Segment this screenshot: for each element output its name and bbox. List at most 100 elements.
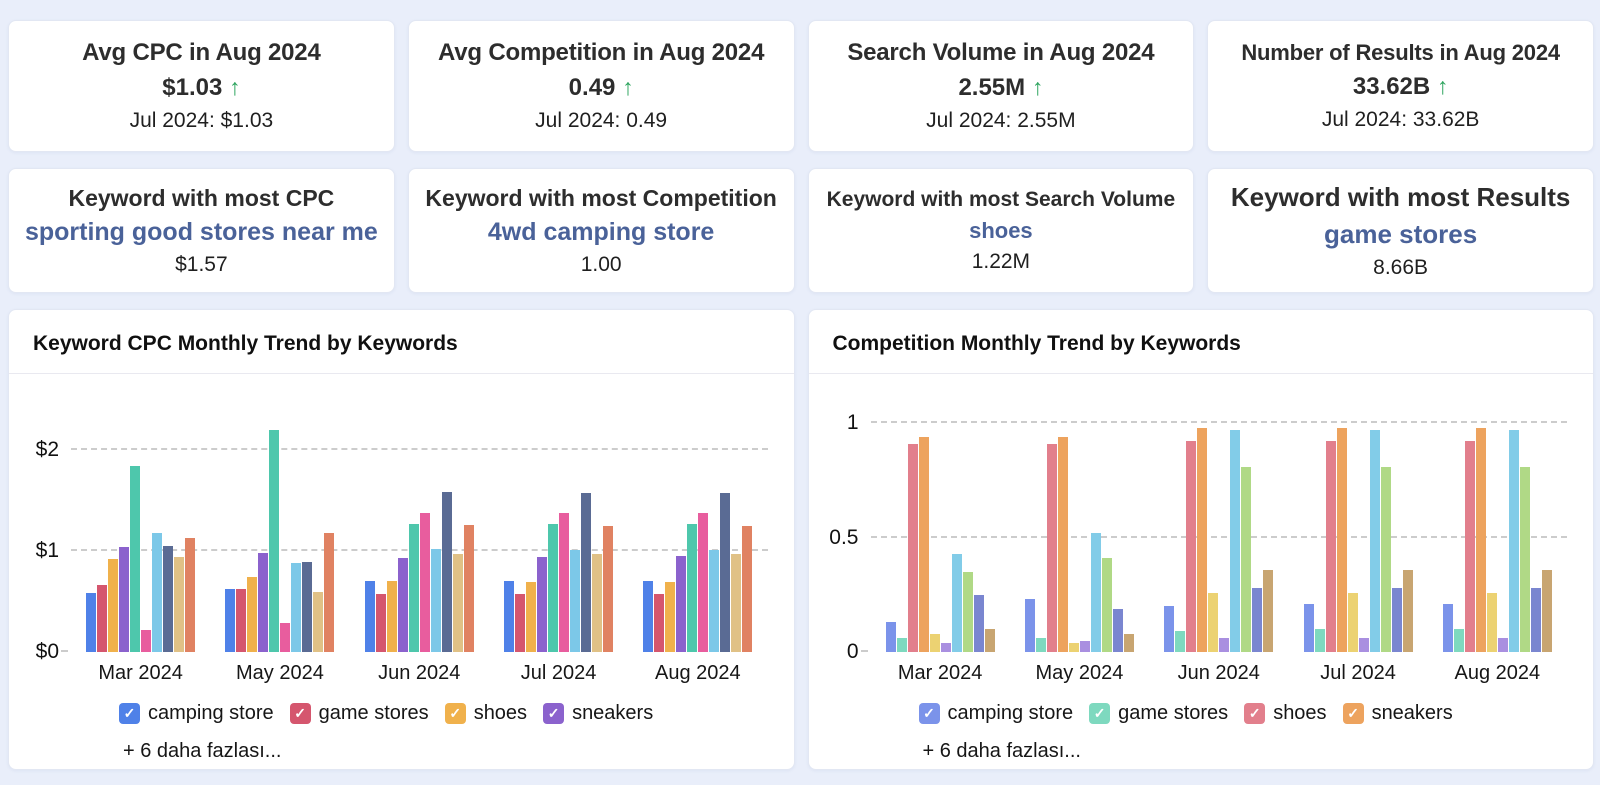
bar-game-stores[interactable] bbox=[1035, 638, 1046, 652]
bar-game-stores[interactable] bbox=[375, 593, 386, 652]
bar-sneakers[interactable] bbox=[1336, 427, 1347, 652]
bar-series-5[interactable] bbox=[408, 523, 419, 652]
bar-shoes[interactable] bbox=[1325, 441, 1336, 652]
bar-sneakers[interactable] bbox=[397, 558, 408, 652]
bar-shoes[interactable] bbox=[247, 577, 258, 652]
bar-series-9[interactable] bbox=[731, 554, 742, 652]
bar-series-6[interactable] bbox=[1358, 638, 1369, 652]
bar-shoes[interactable] bbox=[386, 581, 397, 652]
bar-series-6[interactable] bbox=[141, 629, 152, 652]
bar-camping-store[interactable] bbox=[86, 592, 97, 652]
bar-sneakers[interactable] bbox=[676, 556, 687, 652]
bar-series-9[interactable] bbox=[1252, 587, 1263, 652]
bar-sneakers[interactable] bbox=[918, 436, 929, 652]
bar-series-5[interactable] bbox=[929, 633, 940, 652]
bar-game-stores[interactable] bbox=[236, 589, 247, 652]
bar-series-7[interactable] bbox=[1090, 533, 1101, 652]
bar-series-9[interactable] bbox=[973, 594, 984, 652]
bar-series-7[interactable] bbox=[291, 563, 302, 652]
bar-series-8[interactable] bbox=[1241, 466, 1252, 652]
legend-item-camping-store[interactable]: ✓ camping store bbox=[119, 702, 274, 725]
bar-series-5[interactable] bbox=[687, 523, 698, 652]
bar-series-7[interactable] bbox=[1369, 430, 1380, 652]
bar-series-7[interactable] bbox=[570, 550, 581, 652]
bar-series-5[interactable] bbox=[130, 466, 141, 652]
bar-series-10[interactable] bbox=[324, 533, 335, 652]
bar-series-7[interactable] bbox=[709, 550, 720, 652]
bar-camping-store[interactable] bbox=[364, 581, 375, 652]
bar-series-6[interactable] bbox=[280, 622, 291, 652]
bar-series-9[interactable] bbox=[174, 557, 185, 652]
bar-series-8[interactable] bbox=[1519, 466, 1530, 652]
bar-series-5[interactable] bbox=[1208, 592, 1219, 652]
legend-item-shoes[interactable]: ✓ shoes bbox=[444, 702, 527, 725]
bar-shoes[interactable] bbox=[1464, 441, 1475, 652]
show-more-series-link[interactable]: + 6 daha fazlası... bbox=[123, 740, 282, 762]
legend-item-sneakers[interactable]: ✓ sneakers bbox=[543, 702, 653, 725]
bar-series-5[interactable] bbox=[548, 523, 559, 652]
bar-game-stores[interactable] bbox=[1453, 629, 1464, 652]
show-more-series-link[interactable]: + 6 daha fazlası... bbox=[922, 740, 1081, 762]
bar-series-5[interactable] bbox=[1068, 642, 1079, 652]
bar-series-10[interactable] bbox=[185, 538, 196, 652]
bar-camping-store[interactable] bbox=[1303, 603, 1314, 652]
bar-game-stores[interactable] bbox=[97, 585, 108, 652]
bar-sneakers[interactable] bbox=[1197, 427, 1208, 652]
legend-item-camping-store[interactable]: ✓ camping store bbox=[918, 702, 1073, 725]
bar-shoes[interactable] bbox=[665, 582, 676, 652]
bar-game-stores[interactable] bbox=[1175, 631, 1186, 652]
bar-series-7[interactable] bbox=[430, 549, 441, 652]
bar-camping-store[interactable] bbox=[504, 581, 515, 652]
bar-game-stores[interactable] bbox=[654, 593, 665, 652]
bar-series-6[interactable] bbox=[1079, 640, 1090, 652]
bar-series-9[interactable] bbox=[1530, 587, 1541, 652]
bar-series-8[interactable] bbox=[302, 562, 313, 652]
bar-sneakers[interactable] bbox=[258, 553, 269, 652]
bar-camping-store[interactable] bbox=[1024, 599, 1035, 652]
bar-series-6[interactable] bbox=[940, 642, 951, 652]
bar-shoes[interactable] bbox=[1186, 441, 1197, 652]
keyword-link[interactable]: 4wd camping store bbox=[487, 217, 715, 246]
bar-series-8[interactable] bbox=[1380, 466, 1391, 652]
bar-camping-store[interactable] bbox=[1164, 606, 1175, 652]
bar-series-6[interactable] bbox=[1497, 638, 1508, 652]
bar-series-7[interactable] bbox=[951, 553, 962, 652]
bar-camping-store[interactable] bbox=[643, 581, 654, 652]
bar-camping-store[interactable] bbox=[1442, 603, 1453, 652]
bar-series-6[interactable] bbox=[698, 512, 709, 652]
bar-game-stores[interactable] bbox=[1314, 629, 1325, 652]
bar-series-7[interactable] bbox=[152, 533, 163, 652]
bar-series-8[interactable] bbox=[1101, 558, 1112, 652]
legend-item-game-stores[interactable]: ✓ game stores bbox=[1089, 702, 1228, 725]
bar-series-5[interactable] bbox=[1486, 592, 1497, 652]
bar-series-6[interactable] bbox=[419, 512, 430, 652]
bar-series-10[interactable] bbox=[984, 629, 995, 652]
bar-series-10[interactable] bbox=[603, 525, 614, 652]
bar-series-8[interactable] bbox=[962, 571, 973, 652]
bar-camping-store[interactable] bbox=[225, 589, 236, 652]
keyword-link[interactable]: sporting good stores near me bbox=[24, 217, 378, 246]
legend-item-game-stores[interactable]: ✓ game stores bbox=[289, 702, 429, 725]
bar-camping-store[interactable] bbox=[885, 622, 896, 652]
bar-sneakers[interactable] bbox=[1057, 436, 1068, 652]
bar-series-9[interactable] bbox=[452, 554, 463, 652]
bar-shoes[interactable] bbox=[907, 443, 918, 652]
bar-series-5[interactable] bbox=[269, 430, 280, 652]
bar-sneakers[interactable] bbox=[1475, 427, 1486, 652]
legend-item-shoes[interactable]: ✓ shoes bbox=[1244, 702, 1327, 725]
bar-series-9[interactable] bbox=[1112, 608, 1123, 652]
legend-item-sneakers[interactable]: ✓ sneakers bbox=[1342, 702, 1453, 725]
bar-sneakers[interactable] bbox=[119, 547, 130, 652]
bar-series-9[interactable] bbox=[592, 554, 603, 652]
bar-series-5[interactable] bbox=[1347, 592, 1358, 652]
bar-series-6[interactable] bbox=[1219, 638, 1230, 652]
bar-game-stores[interactable] bbox=[896, 638, 907, 652]
bar-series-10[interactable] bbox=[463, 524, 474, 652]
bar-series-8[interactable] bbox=[581, 492, 592, 652]
bar-series-10[interactable] bbox=[1123, 633, 1134, 652]
bar-series-10[interactable] bbox=[1263, 569, 1274, 652]
bar-series-7[interactable] bbox=[1230, 430, 1241, 652]
bar-series-10[interactable] bbox=[1402, 569, 1413, 652]
keyword-link[interactable]: shoes bbox=[969, 217, 1033, 243]
bar-series-7[interactable] bbox=[1508, 430, 1519, 652]
